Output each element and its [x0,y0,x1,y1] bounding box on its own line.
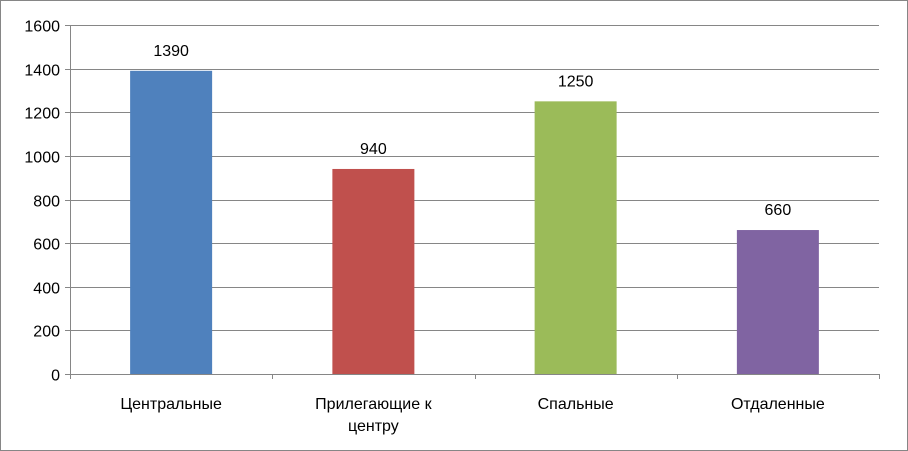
bar [332,168,415,374]
data-label: 1250 [558,73,594,90]
labels: 0 200 400 600 800 1000 1200 1400 1600 1390 Централ… [24,19,824,436]
y-tick-label: 0 [51,368,60,385]
y-tick-label: 400 [33,281,60,298]
bar [736,230,819,374]
data-label: 940 [360,141,387,158]
y-tick-label: 1200 [24,106,60,123]
bar [534,101,617,374]
y-tick-label: 1600 [24,19,60,36]
y-tick-label: 600 [33,237,60,254]
data-label: 660 [765,202,792,219]
data-label: 1390 [153,43,189,60]
x-category-label: Отдаленные [731,396,825,413]
x-category-label: Центральные [120,396,222,413]
x-category-label: Прилегающие к центру [315,396,432,435]
y-tick-label: 1000 [24,150,60,167]
axes [65,25,880,379]
bar [130,70,213,375]
bars [130,70,819,375]
y-tick-label: 800 [33,194,60,211]
x-category-label: Спальные [538,396,614,413]
y-tick-label: 200 [33,324,60,341]
y-tick-label: 1400 [24,63,60,80]
